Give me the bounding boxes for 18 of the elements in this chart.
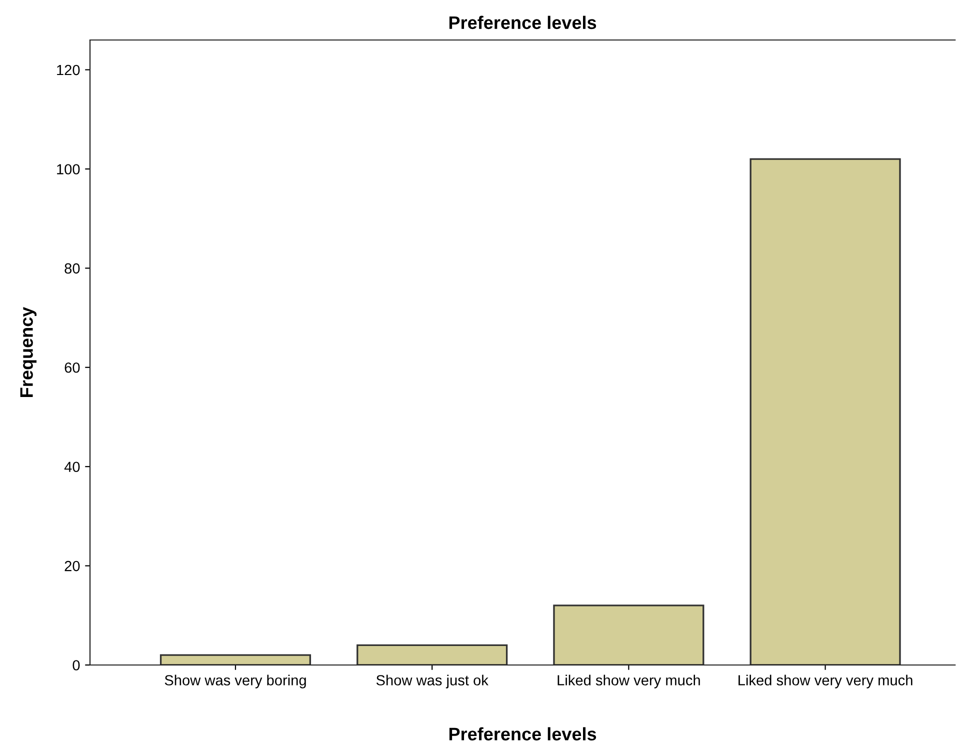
y-axis-title: Frequency: [20, 306, 37, 397]
chart-title: Preference levels: [449, 16, 596, 30]
bar: [553, 604, 704, 665]
bar: [356, 644, 508, 665]
x-tick-label: Liked show very much: [558, 674, 700, 688]
y-tick-label: 20: [64, 560, 80, 572]
x-tick-label: Liked show very very much: [738, 674, 912, 688]
y-tick-label: 120: [57, 64, 80, 76]
x-axis-title: Preference levels: [449, 727, 596, 740]
y-tick-label: 60: [64, 362, 80, 373]
y-tick-label: 0: [72, 660, 80, 670]
x-tick-label: Show was just ok: [376, 674, 488, 688]
bar: [750, 158, 901, 665]
y-tick-label: 100: [57, 164, 80, 174]
x-tick-label: Show was very boring: [164, 674, 306, 688]
bar: [160, 654, 312, 665]
y-tick-label: 80: [64, 263, 80, 274]
y-tick-label: 40: [64, 462, 80, 472]
